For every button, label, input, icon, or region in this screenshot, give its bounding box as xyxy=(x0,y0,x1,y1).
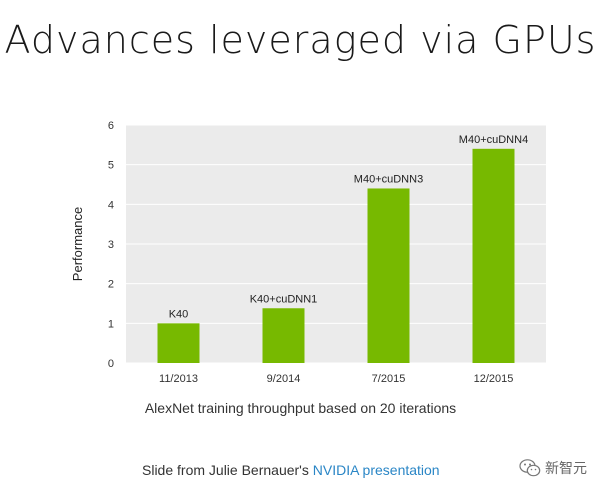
slide-title: Advances leveraged via GPUs xyxy=(4,18,597,62)
bar xyxy=(262,308,305,363)
data-label: M40+cuDNN3 xyxy=(354,173,423,185)
data-label: M40+cuDNN4 xyxy=(459,134,528,146)
bar xyxy=(472,148,515,363)
x-tick-label: 12/2015 xyxy=(474,373,514,385)
x-tick-label: 9/2014 xyxy=(267,373,301,385)
y-tick-label: 4 xyxy=(108,199,114,211)
y-tick-label: 5 xyxy=(108,160,114,172)
nvidia-presentation-link[interactable]: NVIDIA presentation xyxy=(312,462,440,478)
data-label: K40+cuDNN1 xyxy=(250,293,318,305)
wechat-icon xyxy=(519,459,541,477)
y-tick-label: 6 xyxy=(108,120,114,132)
bar xyxy=(157,323,200,363)
watermark-text: 新智元 xyxy=(545,460,587,476)
bar xyxy=(367,188,410,363)
bar-chart: 0 1 2 3 4 5 6 K40 11/2013 K40+cuDNN1 9/2014 M40+cuD… xyxy=(70,120,546,385)
y-tick-label: 0 xyxy=(108,358,114,370)
y-axis-label: Performance xyxy=(70,207,85,281)
y-tick-label: 1 xyxy=(108,318,114,330)
data-label: K40 xyxy=(169,308,189,320)
y-tick-label: 2 xyxy=(108,279,114,291)
x-tick-label: 11/2013 xyxy=(159,373,198,385)
watermark: 新智元 xyxy=(519,458,587,478)
slide-credit: Slide from Julie Bernauer's NVIDIA prese… xyxy=(142,462,440,478)
y-tick-label: 3 xyxy=(108,239,114,251)
chart-caption: AlexNet training throughput based on 20 … xyxy=(144,400,457,416)
credit-text: Slide from Julie Bernauer's xyxy=(142,462,313,478)
x-tick-label: 7/2015 xyxy=(372,373,406,385)
